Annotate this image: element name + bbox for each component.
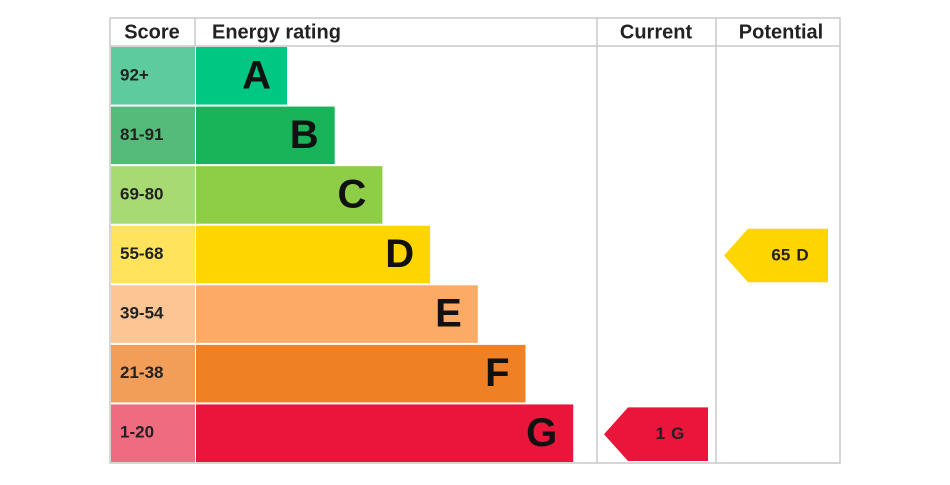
score-cell <box>111 106 195 165</box>
score-cell <box>111 47 195 105</box>
rating-bar <box>196 404 574 462</box>
rating-letter: F <box>485 351 509 395</box>
score-cell <box>111 166 195 224</box>
score-cell <box>111 225 195 284</box>
current-arrow <box>604 407 708 461</box>
score-cell <box>111 285 195 343</box>
table-frame <box>109 17 841 464</box>
rating-letter: E <box>435 292 462 336</box>
score-cell <box>111 404 195 462</box>
rating-letter: C <box>338 172 367 216</box>
header-score: Score <box>124 21 180 43</box>
header-rating: Energy rating <box>212 21 341 43</box>
score-label: 39-54 <box>120 304 164 323</box>
rating-letter: G <box>526 411 557 455</box>
score-cell <box>111 344 195 403</box>
rating-letter: A <box>242 53 271 97</box>
rating-bar <box>196 344 526 403</box>
score-label: 55-68 <box>120 244 163 263</box>
rating-letter: D <box>385 232 414 276</box>
potential-label: 65 D <box>771 246 808 265</box>
header-potential: Potential <box>739 21 823 43</box>
current-score: 1 <box>656 425 665 444</box>
rating-bar <box>196 166 383 224</box>
current-rating: G <box>671 425 684 444</box>
rating-bar <box>196 285 478 343</box>
potential-arrow <box>724 228 828 283</box>
potential-score: 65 <box>771 246 790 265</box>
score-label: 81-91 <box>120 125 163 144</box>
score-label: 1-20 <box>120 423 154 442</box>
score-label: 69-80 <box>120 184 163 203</box>
rating-bar <box>196 106 335 165</box>
rating-bar <box>196 225 431 284</box>
rating-letter: B <box>290 113 319 157</box>
rating-bar <box>196 47 287 105</box>
score-label: 21-38 <box>120 363 163 382</box>
potential-rating: D <box>796 246 808 265</box>
score-label: 92+ <box>120 65 149 84</box>
header-current: Current <box>620 21 693 43</box>
